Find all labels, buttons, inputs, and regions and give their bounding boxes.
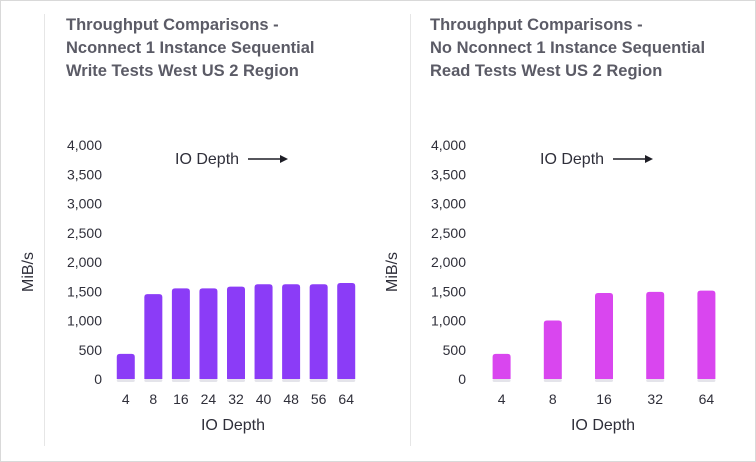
y-tick-label: 1,500 [67,283,102,299]
x-tick-label: 8 [549,391,557,407]
title-line: Throughput Comparisons - [430,16,643,34]
bar [171,288,190,379]
bar [337,283,356,379]
bar [492,353,511,379]
annotation-arrow [248,155,288,163]
x-tick-label: 32 [647,391,663,407]
bar-chart-write: MiB/s IO Depth IO Depth 0 500 1,000 1,500 2,… [20,137,356,434]
x-axis-title: IO Depth [571,417,635,434]
x-tick-label: 16 [596,391,612,407]
x-tick-label: 4 [122,391,130,407]
y-tick-label: 0 [94,371,102,387]
chart-panel-read: Throughput Comparisons - No Nconnect 1 I… [364,0,742,462]
bar-baseline [116,379,135,382]
bar [254,284,273,379]
x-tick-label: 64 [699,391,715,407]
bar-baseline [697,379,716,382]
title-line: Nconnect 1 Instance Sequential [66,39,315,57]
chart-panel-write: Throughput Comparisons - Nconnect 1 Inst… [20,14,366,434]
bar [309,284,328,379]
y-tick-label: 500 [79,342,103,358]
bar [543,320,562,379]
bar-baseline [144,379,163,382]
bar-baseline [254,379,273,382]
io-depth-annotation: IO Depth [175,151,239,168]
bar-baseline [337,379,356,382]
y-tick-label: 2,000 [431,254,466,270]
y-tick-label: 3,500 [67,166,102,182]
chart-title-read: Throughput Comparisons - No Nconnect 1 I… [430,14,730,83]
y-tick-label: 1,000 [431,313,466,329]
chart-title-write: Throughput Comparisons - Nconnect 1 Inst… [66,14,366,83]
bar [144,294,163,379]
bar-chart-read: MiB/s IO Depth IO Depth 0 500 1,000 1,500 2,… [384,137,716,434]
title-line: No Nconnect 1 Instance Sequential [430,39,706,57]
x-tick-label: 8 [149,391,157,407]
title-line: Throughput Comparisons - [66,16,279,34]
bar [227,286,245,379]
bar-baseline [227,379,245,382]
left-divider [44,14,45,446]
title-line: Write Tests West US 2 Region [66,62,299,80]
y-tick-label: 1,500 [431,283,466,299]
bar-baseline [543,379,562,382]
bar [116,353,135,379]
x-axis-title: IO Depth [201,417,265,434]
bar [282,284,301,379]
bar [595,293,613,379]
annotation-arrow [613,155,653,163]
y-axis-title: MiB/s [20,252,37,292]
x-tick-label: 32 [228,391,244,407]
y-tick-label: 2,500 [431,225,466,241]
y-tick-label: 3,000 [431,196,466,212]
y-axis-title: MiB/s [384,252,401,292]
y-tick-label: 0 [458,371,466,387]
bar [646,291,665,379]
y-tick-label: 4,000 [431,137,466,153]
bar-baseline [171,379,190,382]
bar-baseline [199,379,218,382]
bar-baseline [646,379,665,382]
x-tick-label: 64 [338,391,354,407]
x-tick-label: 48 [283,391,299,407]
bar-baseline [595,379,613,382]
bar [199,288,218,379]
io-depth-annotation: IO Depth [540,151,604,168]
bar [697,290,716,379]
x-tick-label: 56 [311,391,327,407]
y-tick-label: 3,000 [67,196,102,212]
y-tick-label: 4,000 [67,137,102,153]
y-tick-label: 500 [443,342,467,358]
y-tick-label: 3,500 [431,166,466,182]
y-tick-label: 1,000 [67,313,102,329]
title-line: Read Tests West US 2 Region [430,62,663,80]
y-tick-label: 2,500 [67,225,102,241]
x-tick-label: 40 [256,391,272,407]
x-tick-label: 24 [201,391,217,407]
y-tick-label: 2,000 [67,254,102,270]
bar-baseline [309,379,328,382]
x-tick-label: 16 [173,391,189,407]
x-tick-label: 4 [498,391,506,407]
bar-baseline [492,379,511,382]
bar-baseline [282,379,301,382]
center-divider [410,14,411,446]
